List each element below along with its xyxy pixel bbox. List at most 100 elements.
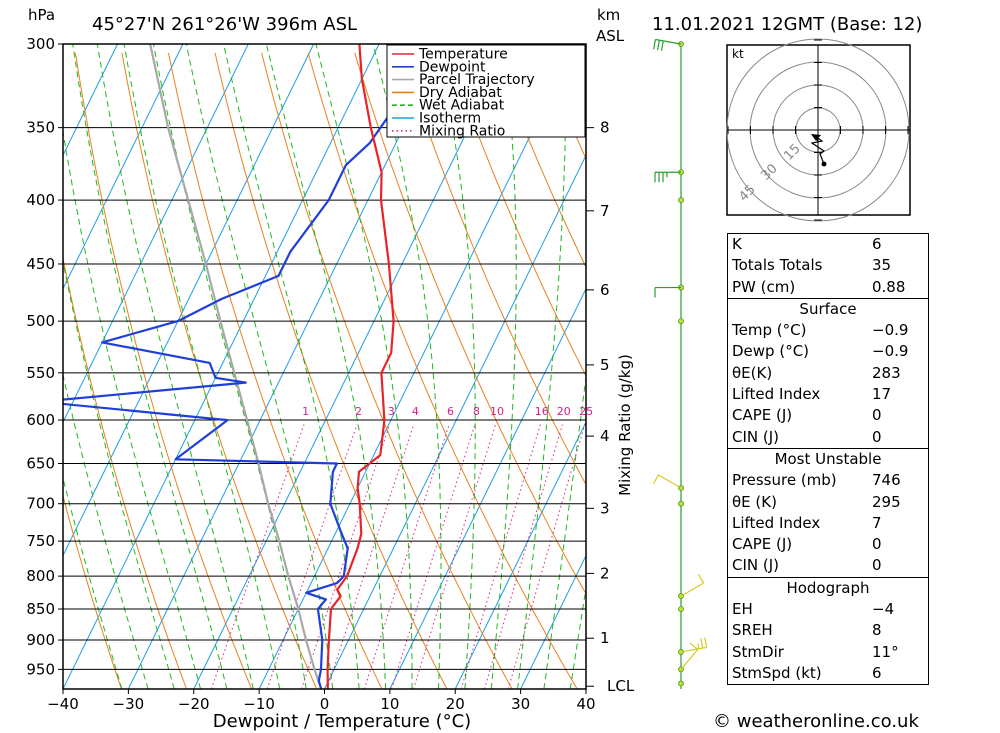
wet-adiabat-line	[543, 372, 586, 689]
mu-param-value: 7	[872, 513, 882, 532]
k-index-value: 6	[872, 235, 882, 253]
pressure-tick-label: 650	[26, 454, 55, 472]
temperature-tick-label: 30	[511, 695, 530, 713]
height-tick-label: 8	[600, 119, 610, 137]
pressure-tick-label: 900	[26, 631, 55, 649]
surface-param-value: −0.9	[872, 342, 909, 361]
mixing-ratio-label: 6	[447, 405, 454, 418]
wet-adiabat-line	[96, 44, 254, 689]
isotherm-line	[63, 44, 184, 290]
legend-label: Dewpoint	[419, 59, 486, 75]
storm-motion-marker	[811, 134, 821, 141]
wet-adiabat-line	[223, 44, 360, 689]
mixing-ratio-line	[391, 424, 476, 689]
hpa-label: hPa	[28, 6, 55, 24]
height-tick-label: 3	[600, 499, 610, 517]
dry-adiabat-line	[74, 52, 253, 689]
wet-adiabat-line	[63, 129, 202, 689]
wet-adiabat-line	[72, 44, 228, 689]
wet-adiabat-line	[436, 44, 476, 689]
pressure-tick-label: 700	[26, 495, 55, 513]
wind-barb-column	[652, 38, 708, 689]
dry-adiabat-line	[261, 52, 513, 689]
mu-param-row: θE (K) 295	[728, 492, 928, 513]
dry-adiabat-line	[307, 52, 578, 689]
wind-barb-feather	[689, 642, 699, 650]
hodograph-header: Hodograph	[728, 576, 928, 599]
wet-adiabat-line	[63, 373, 149, 689]
mu-param-row: Lifted Index 7	[728, 513, 928, 534]
wet-adiabat-line	[63, 476, 123, 689]
wind-barb-staff	[680, 646, 707, 653]
pressure-tick-label: 800	[26, 567, 55, 585]
pressure-tick-label: 550	[26, 364, 55, 382]
surface-param-row: Temp (°C) −0.9	[728, 320, 928, 341]
mu-param-value: 746	[872, 471, 901, 490]
isotherm-line	[520, 554, 586, 689]
mu-param-label: Pressure (mb)	[732, 471, 837, 490]
wet-adiabat-line	[315, 44, 413, 689]
isotherm-line	[63, 44, 315, 557]
wet-adiabat-line	[185, 44, 334, 689]
mixing-ratio-label: 2	[355, 405, 362, 418]
wind-barb-dot	[678, 606, 684, 612]
isotherm-line	[258, 44, 576, 689]
isotherm-line	[324, 154, 586, 689]
hodo-param-label: StmSpd (kt)	[732, 663, 822, 682]
legend-label: Dry Adiabat	[419, 85, 502, 101]
mu-param-label: Lifted Index	[732, 513, 821, 532]
hodograph-section: EH −4 SREH 8 StmDir 11° StmSpd (kt) 6	[728, 599, 928, 684]
k-index-label: K	[732, 235, 742, 253]
copyright-footer: © weatheronline.co.uk	[713, 711, 919, 732]
pressure-tick-label: 750	[26, 532, 55, 550]
wind-barb-feather	[660, 40, 664, 51]
wind-barb-feather	[704, 637, 708, 648]
sounding-curves	[63, 44, 433, 689]
surface-param-value: −0.9	[872, 321, 909, 340]
wet-adiabat-line	[490, 44, 517, 689]
mu-param-label: CAPE (J)	[732, 535, 793, 554]
dry-adiabat-line	[63, 494, 122, 689]
surface-param-label: CAPE (J)	[732, 406, 793, 425]
surface-param-label: Temp (°C)	[732, 321, 807, 340]
hodo-param-value: 8	[872, 621, 882, 640]
mu-param-label: θE (K)	[732, 492, 777, 511]
hodo-param-row: SREH 8	[728, 620, 928, 641]
parameter-table: K 6 Totals Totals 35 PW (cm) 0.88 Surfac…	[727, 233, 929, 686]
surface-param-value: 0	[872, 427, 882, 446]
wind-barb-staff	[680, 649, 699, 670]
mixing-ratio-label: 3	[388, 405, 395, 418]
dewpoint-curve	[63, 44, 433, 689]
pressure-tick-label: 850	[26, 600, 55, 618]
totals-label: Totals Totals	[732, 256, 823, 275]
dry-adiabat-line	[960, 53, 1000, 689]
legend-label: Wet Adiabat	[419, 98, 505, 114]
dry-adiabat-line	[447, 52, 586, 377]
temperature-tick-label: 20	[446, 695, 465, 713]
hodo-param-label: StmDir	[732, 642, 784, 661]
wind-barb-feather	[697, 574, 705, 584]
pressure-tick-label: 500	[26, 312, 55, 330]
isotherm-line	[63, 44, 380, 689]
mixing-ratio-label: 20	[557, 405, 571, 418]
dry-adiabat-line	[168, 52, 383, 689]
wind-barb-dot	[678, 500, 684, 507]
dry-adiabat-line	[214, 52, 448, 689]
mu-param-value: 0	[872, 535, 882, 554]
hodograph-trace	[810, 135, 826, 165]
wind-barb-staff	[655, 38, 682, 45]
mixing-ratio-line	[301, 424, 391, 689]
wind-barb-feather	[657, 40, 660, 51]
temperature-tick-label: −10	[243, 695, 275, 713]
isotherm-line	[63, 44, 249, 424]
wind-barb-dot	[678, 680, 684, 687]
mixing-ratio-labels: 1 2 3 4 6 8 10 16 20 25	[302, 405, 593, 418]
isotherm-line	[63, 44, 118, 157]
mixing-ratio-line	[413, 424, 496, 689]
height-tick-label: 2	[600, 564, 610, 582]
surface-param-value: 0	[872, 406, 882, 425]
mixing-ratio-label: 10	[490, 405, 504, 418]
